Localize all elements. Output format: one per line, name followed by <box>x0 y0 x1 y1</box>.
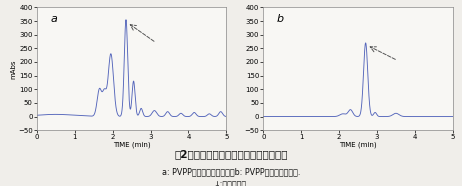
Text: a: PVPPプレカラム未装着，b: PVPPプレカラム装着.: a: PVPPプレカラム未装着，b: PVPPプレカラム装着. <box>162 167 300 176</box>
Text: a: a <box>50 14 57 24</box>
X-axis label: TIME (min): TIME (min) <box>339 142 377 148</box>
Y-axis label: mAbs: mAbs <box>11 59 17 78</box>
Text: 図2　茶葉抽出液試料のクロマトグラム: 図2 茶葉抽出液試料のクロマトグラム <box>174 149 288 159</box>
Text: b: b <box>277 14 284 24</box>
X-axis label: TIME (min): TIME (min) <box>113 142 151 148</box>
Text: ↓:カフェイン.: ↓:カフェイン. <box>213 180 249 186</box>
